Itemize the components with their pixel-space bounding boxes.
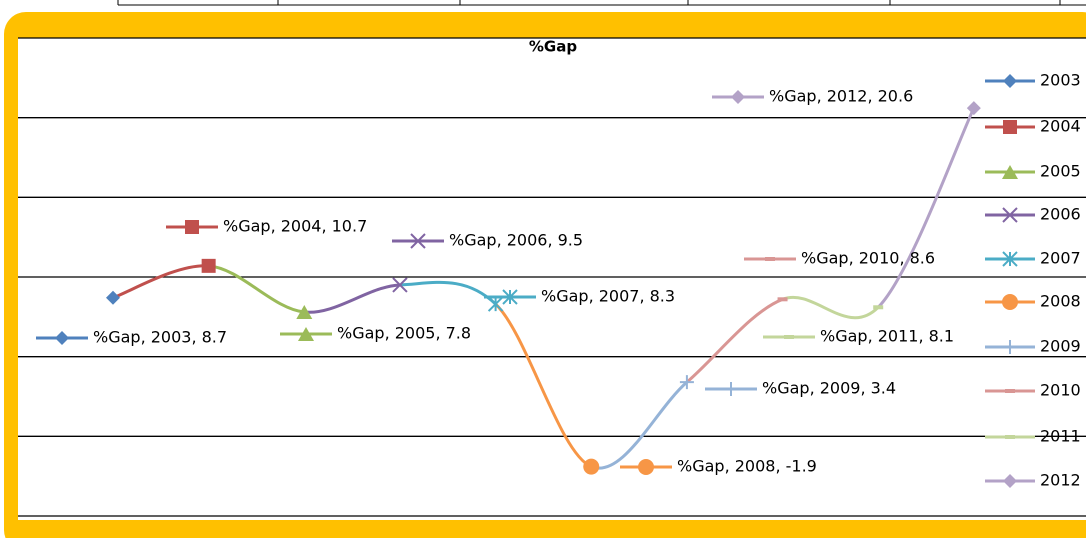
marker <box>1002 251 1018 267</box>
data-label: %Gap, 2008, -1.9 <box>677 457 817 476</box>
line-segment <box>304 283 401 314</box>
marker <box>487 296 504 312</box>
marker <box>392 277 408 293</box>
marker-shape <box>296 305 313 320</box>
marker <box>1003 74 1017 88</box>
line-segment <box>685 297 784 384</box>
marker-shape <box>1003 74 1017 88</box>
line-segment <box>877 107 976 309</box>
marker-shape <box>1002 165 1018 179</box>
marker-shape <box>1002 207 1018 223</box>
marker <box>1003 120 1017 134</box>
data-label: %Gap, 2011, 8.1 <box>820 327 954 346</box>
marker-shape <box>1002 294 1018 310</box>
marker-shape <box>1003 340 1017 354</box>
marker <box>731 90 745 104</box>
data-label: %Gap, 2007, 8.3 <box>541 287 675 306</box>
marker-shape <box>410 233 426 249</box>
marker-shape <box>724 382 738 396</box>
marker-shape <box>638 459 654 475</box>
marker <box>679 375 694 390</box>
marker-shape <box>55 331 69 345</box>
marker <box>410 233 426 249</box>
legend-label: 2011 <box>1040 427 1081 446</box>
marker <box>724 382 738 396</box>
marker-shape <box>502 289 518 305</box>
marker-shape <box>106 290 120 305</box>
marker-shape <box>1002 251 1018 267</box>
line-segment <box>494 303 592 468</box>
marker <box>583 458 600 475</box>
line-segment <box>208 264 305 314</box>
marker-shape <box>487 296 504 312</box>
marker <box>106 290 120 305</box>
marker <box>55 331 69 345</box>
legend-label: 2007 <box>1040 249 1081 268</box>
marker-shape <box>679 375 694 390</box>
marker-shape <box>392 277 408 293</box>
data-label: %Gap, 2003, 8.7 <box>93 328 227 347</box>
marker <box>185 220 199 234</box>
marker <box>966 101 981 116</box>
marker-shape <box>1003 120 1017 134</box>
marker <box>296 305 313 320</box>
marker <box>1002 294 1018 310</box>
data-label: %Gap, 2004, 10.7 <box>223 217 367 236</box>
data-label: %Gap, 2009, 3.4 <box>762 379 896 398</box>
data-label: %Gap, 2005, 7.8 <box>337 324 471 343</box>
chart-title: %Gap <box>529 38 577 56</box>
line-segment <box>590 381 688 470</box>
legend-label: 2008 <box>1040 292 1081 311</box>
marker-shape <box>185 220 199 234</box>
marker <box>1003 340 1017 354</box>
marker <box>201 258 216 273</box>
marker <box>1002 207 1018 223</box>
data-label: %Gap, 2006, 9.5 <box>449 231 583 250</box>
marker-shape <box>298 327 314 341</box>
marker-shape <box>731 90 745 104</box>
table-fragment <box>117 0 1086 6</box>
legend-label: 2012 <box>1040 471 1081 490</box>
marker <box>638 459 654 475</box>
marker-shape <box>583 458 600 475</box>
line-segment <box>782 295 880 320</box>
marker <box>1002 165 1018 179</box>
legend-label: 2009 <box>1040 337 1081 356</box>
legend-label: 2010 <box>1040 381 1081 400</box>
legend-label: 2005 <box>1040 162 1081 181</box>
legend-label: 2003 <box>1040 71 1081 90</box>
line-segment <box>112 264 209 300</box>
legend-label: 2006 <box>1040 205 1081 224</box>
data-label: %Gap, 2010, 8.6 <box>801 249 935 268</box>
marker-shape <box>201 258 216 273</box>
marker-shape <box>1003 474 1017 488</box>
data-label: %Gap, 2012, 20.6 <box>769 87 913 106</box>
marker <box>298 327 314 341</box>
marker <box>502 289 518 305</box>
legend-label: 2004 <box>1040 117 1081 136</box>
marker-shape <box>966 101 981 116</box>
marker <box>1003 474 1017 488</box>
plot-area <box>18 38 1086 520</box>
